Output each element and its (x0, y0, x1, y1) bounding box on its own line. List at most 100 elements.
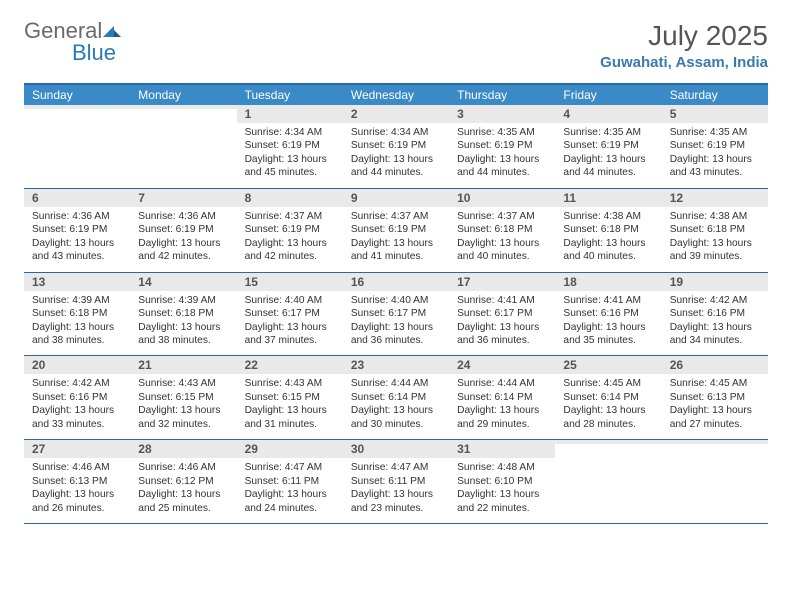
daylight-text: Daylight: 13 hours and 38 minutes. (32, 321, 122, 348)
day-number: 14 (130, 273, 236, 291)
day-cell: 12Sunrise: 4:38 AMSunset: 6:18 PMDayligh… (662, 189, 768, 272)
daylight-text: Daylight: 13 hours and 41 minutes. (351, 237, 441, 264)
day-cell: 30Sunrise: 4:47 AMSunset: 6:11 PMDayligh… (343, 440, 449, 523)
sunrise-text: Sunrise: 4:42 AM (32, 377, 122, 390)
day-body: Sunrise: 4:37 AMSunset: 6:18 PMDaylight:… (449, 207, 555, 272)
week-row: 13Sunrise: 4:39 AMSunset: 6:18 PMDayligh… (24, 273, 768, 357)
sunrise-text: Sunrise: 4:44 AM (457, 377, 547, 390)
day-header: Monday (130, 85, 236, 105)
sunrise-text: Sunrise: 4:44 AM (351, 377, 441, 390)
day-cell: 26Sunrise: 4:45 AMSunset: 6:13 PMDayligh… (662, 356, 768, 439)
day-body: Sunrise: 4:45 AMSunset: 6:14 PMDaylight:… (555, 374, 661, 439)
daylight-text: Daylight: 13 hours and 32 minutes. (138, 404, 228, 431)
day-cell (24, 105, 130, 188)
daylight-text: Daylight: 13 hours and 30 minutes. (351, 404, 441, 431)
daylight-text: Daylight: 13 hours and 44 minutes. (351, 153, 441, 180)
sunrise-text: Sunrise: 4:40 AM (351, 294, 441, 307)
day-body: Sunrise: 4:44 AMSunset: 6:14 PMDaylight:… (449, 374, 555, 439)
location-label: Guwahati, Assam, India (600, 54, 768, 71)
daylight-text: Daylight: 13 hours and 43 minutes. (32, 237, 122, 264)
sunset-text: Sunset: 6:14 PM (351, 391, 441, 404)
daylight-text: Daylight: 13 hours and 26 minutes. (32, 488, 122, 515)
daylight-text: Daylight: 13 hours and 34 minutes. (670, 321, 760, 348)
daylight-text: Daylight: 13 hours and 22 minutes. (457, 488, 547, 515)
day-number: 6 (24, 189, 130, 207)
day-body (24, 109, 130, 171)
day-cell: 21Sunrise: 4:43 AMSunset: 6:15 PMDayligh… (130, 356, 236, 439)
daylight-text: Daylight: 13 hours and 25 minutes. (138, 488, 228, 515)
day-cell: 1Sunrise: 4:34 AMSunset: 6:19 PMDaylight… (237, 105, 343, 188)
sunset-text: Sunset: 6:13 PM (32, 475, 122, 488)
daylight-text: Daylight: 13 hours and 23 minutes. (351, 488, 441, 515)
sunset-text: Sunset: 6:10 PM (457, 475, 547, 488)
daylight-text: Daylight: 13 hours and 24 minutes. (245, 488, 335, 515)
day-body: Sunrise: 4:37 AMSunset: 6:19 PMDaylight:… (343, 207, 449, 272)
daylight-text: Daylight: 13 hours and 38 minutes. (138, 321, 228, 348)
day-body: Sunrise: 4:42 AMSunset: 6:16 PMDaylight:… (662, 291, 768, 356)
sunset-text: Sunset: 6:19 PM (245, 223, 335, 236)
day-cell: 13Sunrise: 4:39 AMSunset: 6:18 PMDayligh… (24, 273, 130, 356)
calendar: Sunday Monday Tuesday Wednesday Thursday… (24, 83, 768, 524)
day-number: 18 (555, 273, 661, 291)
day-body: Sunrise: 4:35 AMSunset: 6:19 PMDaylight:… (555, 123, 661, 188)
day-cell: 28Sunrise: 4:46 AMSunset: 6:12 PMDayligh… (130, 440, 236, 523)
day-cell: 15Sunrise: 4:40 AMSunset: 6:17 PMDayligh… (237, 273, 343, 356)
day-number: 27 (24, 440, 130, 458)
sunset-text: Sunset: 6:16 PM (563, 307, 653, 320)
day-number: 25 (555, 356, 661, 374)
daylight-text: Daylight: 13 hours and 28 minutes. (563, 404, 653, 431)
brand-logo-second-line: General (24, 42, 102, 68)
sunrise-text: Sunrise: 4:39 AM (32, 294, 122, 307)
daylight-text: Daylight: 13 hours and 33 minutes. (32, 404, 122, 431)
day-cell (130, 105, 236, 188)
day-body (130, 109, 236, 171)
sunrise-text: Sunrise: 4:48 AM (457, 461, 547, 474)
day-header-row: Sunday Monday Tuesday Wednesday Thursday… (24, 85, 768, 105)
day-cell: 31Sunrise: 4:48 AMSunset: 6:10 PMDayligh… (449, 440, 555, 523)
sunset-text: Sunset: 6:19 PM (351, 139, 441, 152)
day-header: Friday (555, 85, 661, 105)
sunrise-text: Sunrise: 4:43 AM (138, 377, 228, 390)
sunrise-text: Sunrise: 4:37 AM (245, 210, 335, 223)
sunset-text: Sunset: 6:19 PM (32, 223, 122, 236)
sunrise-text: Sunrise: 4:39 AM (138, 294, 228, 307)
day-number: 26 (662, 356, 768, 374)
day-cell: 6Sunrise: 4:36 AMSunset: 6:19 PMDaylight… (24, 189, 130, 272)
day-header: Thursday (449, 85, 555, 105)
title-block: July 2025 Guwahati, Assam, India (600, 20, 768, 71)
sunrise-text: Sunrise: 4:45 AM (563, 377, 653, 390)
day-cell: 7Sunrise: 4:36 AMSunset: 6:19 PMDaylight… (130, 189, 236, 272)
day-number: 2 (343, 105, 449, 123)
day-body: Sunrise: 4:38 AMSunset: 6:18 PMDaylight:… (555, 207, 661, 272)
sunrise-text: Sunrise: 4:40 AM (245, 294, 335, 307)
day-cell: 29Sunrise: 4:47 AMSunset: 6:11 PMDayligh… (237, 440, 343, 523)
day-body: Sunrise: 4:39 AMSunset: 6:18 PMDaylight:… (130, 291, 236, 356)
daylight-text: Daylight: 13 hours and 39 minutes. (670, 237, 760, 264)
daylight-text: Daylight: 13 hours and 42 minutes. (245, 237, 335, 264)
sunset-text: Sunset: 6:19 PM (670, 139, 760, 152)
daylight-text: Daylight: 13 hours and 40 minutes. (563, 237, 653, 264)
day-number: 10 (449, 189, 555, 207)
sunrise-text: Sunrise: 4:35 AM (563, 126, 653, 139)
day-body: Sunrise: 4:47 AMSunset: 6:11 PMDaylight:… (343, 458, 449, 523)
sunrise-text: Sunrise: 4:34 AM (245, 126, 335, 139)
day-cell: 20Sunrise: 4:42 AMSunset: 6:16 PMDayligh… (24, 356, 130, 439)
day-body: Sunrise: 4:46 AMSunset: 6:13 PMDaylight:… (24, 458, 130, 523)
day-number: 4 (555, 105, 661, 123)
day-body: Sunrise: 4:42 AMSunset: 6:16 PMDaylight:… (24, 374, 130, 439)
day-cell (662, 440, 768, 523)
daylight-text: Daylight: 13 hours and 31 minutes. (245, 404, 335, 431)
day-cell: 27Sunrise: 4:46 AMSunset: 6:13 PMDayligh… (24, 440, 130, 523)
sunrise-text: Sunrise: 4:38 AM (670, 210, 760, 223)
sunset-text: Sunset: 6:16 PM (670, 307, 760, 320)
day-number: 24 (449, 356, 555, 374)
day-header: Saturday (662, 85, 768, 105)
day-body (662, 444, 768, 506)
sunset-text: Sunset: 6:18 PM (563, 223, 653, 236)
day-cell: 14Sunrise: 4:39 AMSunset: 6:18 PMDayligh… (130, 273, 236, 356)
sunset-text: Sunset: 6:19 PM (457, 139, 547, 152)
day-number: 11 (555, 189, 661, 207)
day-number: 5 (662, 105, 768, 123)
day-number: 17 (449, 273, 555, 291)
sunset-text: Sunset: 6:17 PM (351, 307, 441, 320)
